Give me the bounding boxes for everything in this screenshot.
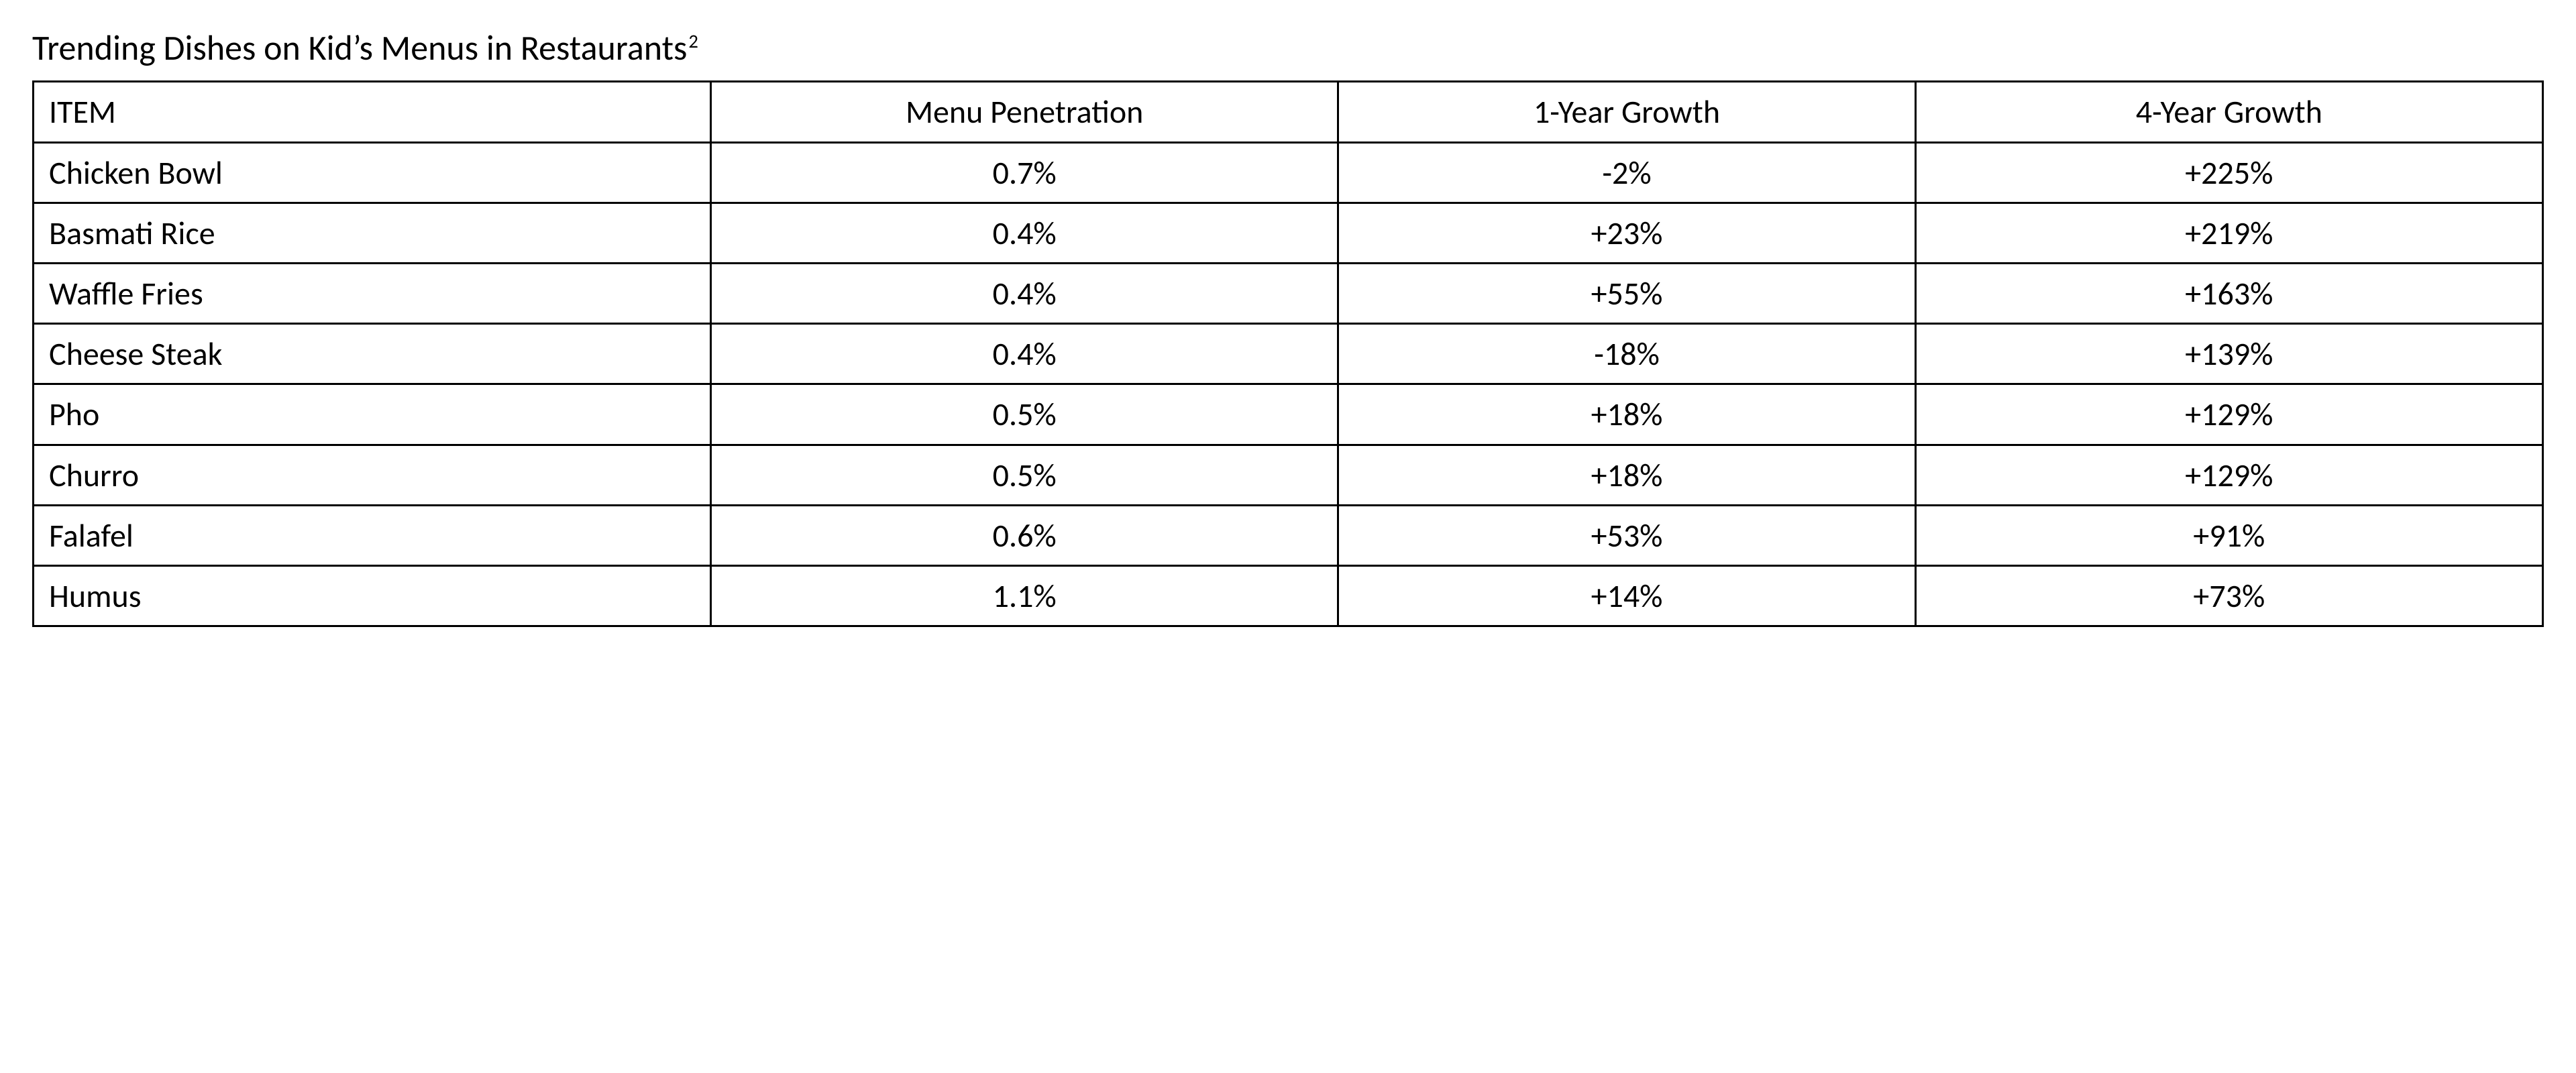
col-header-menu-penetration: Menu Penetration [711, 82, 1338, 142]
cell-menu-penetration: 0.4% [711, 324, 1338, 384]
cell-menu-penetration: 0.5% [711, 445, 1338, 505]
cell-4yr-growth: +219% [1915, 203, 2542, 263]
cell-menu-penetration: 0.4% [711, 203, 1338, 263]
cell-4yr-growth: +73% [1915, 565, 2542, 626]
table-header: ITEM Menu Penetration 1-Year Growth 4-Ye… [34, 82, 2543, 142]
cell-4yr-growth: +129% [1915, 384, 2542, 445]
col-header-1yr-growth: 1-Year Growth [1338, 82, 1915, 142]
cell-item: Waffle Fries [34, 263, 711, 323]
table-row: Falafel 0.6% +53% +91% [34, 505, 2543, 565]
table-row: Cheese Steak 0.4% -18% +139% [34, 324, 2543, 384]
cell-1yr-growth: -2% [1338, 142, 1915, 203]
cell-item: Basmati Rice [34, 203, 711, 263]
table-row: Humus 1.1% +14% +73% [34, 565, 2543, 626]
cell-menu-penetration: 0.4% [711, 263, 1338, 323]
cell-menu-penetration: 0.5% [711, 384, 1338, 445]
cell-menu-penetration: 1.1% [711, 565, 1338, 626]
cell-1yr-growth: -18% [1338, 324, 1915, 384]
cell-menu-penetration: 0.6% [711, 505, 1338, 565]
table-title: Trending Dishes on Kid’s Menus in Restau… [32, 27, 2544, 68]
cell-item: Falafel [34, 505, 711, 565]
cell-menu-penetration: 0.7% [711, 142, 1338, 203]
table-title-text: Trending Dishes on Kid’s Menus in Restau… [32, 26, 687, 69]
cell-4yr-growth: +139% [1915, 324, 2542, 384]
trending-dishes-table: ITEM Menu Penetration 1-Year Growth 4-Ye… [32, 80, 2544, 627]
table-row: Waffle Fries 0.4% +55% +163% [34, 263, 2543, 323]
cell-1yr-growth: +53% [1338, 505, 1915, 565]
cell-1yr-growth: +18% [1338, 445, 1915, 505]
cell-1yr-growth: +23% [1338, 203, 1915, 263]
cell-4yr-growth: +225% [1915, 142, 2542, 203]
cell-4yr-growth: +163% [1915, 263, 2542, 323]
cell-item: Humus [34, 565, 711, 626]
table-row: Basmati Rice 0.4% +23% +219% [34, 203, 2543, 263]
table-body: Chicken Bowl 0.7% -2% +225% Basmati Rice… [34, 142, 2543, 626]
col-header-4yr-growth: 4-Year Growth [1915, 82, 2542, 142]
table-row: Pho 0.5% +18% +129% [34, 384, 2543, 445]
table-title-superscript: 2 [688, 30, 698, 53]
cell-4yr-growth: +91% [1915, 505, 2542, 565]
table-row: Chicken Bowl 0.7% -2% +225% [34, 142, 2543, 203]
cell-item: Cheese Steak [34, 324, 711, 384]
table-row: Churro 0.5% +18% +129% [34, 445, 2543, 505]
cell-item: Chicken Bowl [34, 142, 711, 203]
cell-1yr-growth: +18% [1338, 384, 1915, 445]
cell-item: Churro [34, 445, 711, 505]
table-header-row: ITEM Menu Penetration 1-Year Growth 4-Ye… [34, 82, 2543, 142]
cell-4yr-growth: +129% [1915, 445, 2542, 505]
cell-item: Pho [34, 384, 711, 445]
col-header-item: ITEM [34, 82, 711, 142]
page: Trending Dishes on Kid’s Menus in Restau… [0, 0, 2576, 654]
cell-1yr-growth: +55% [1338, 263, 1915, 323]
cell-1yr-growth: +14% [1338, 565, 1915, 626]
